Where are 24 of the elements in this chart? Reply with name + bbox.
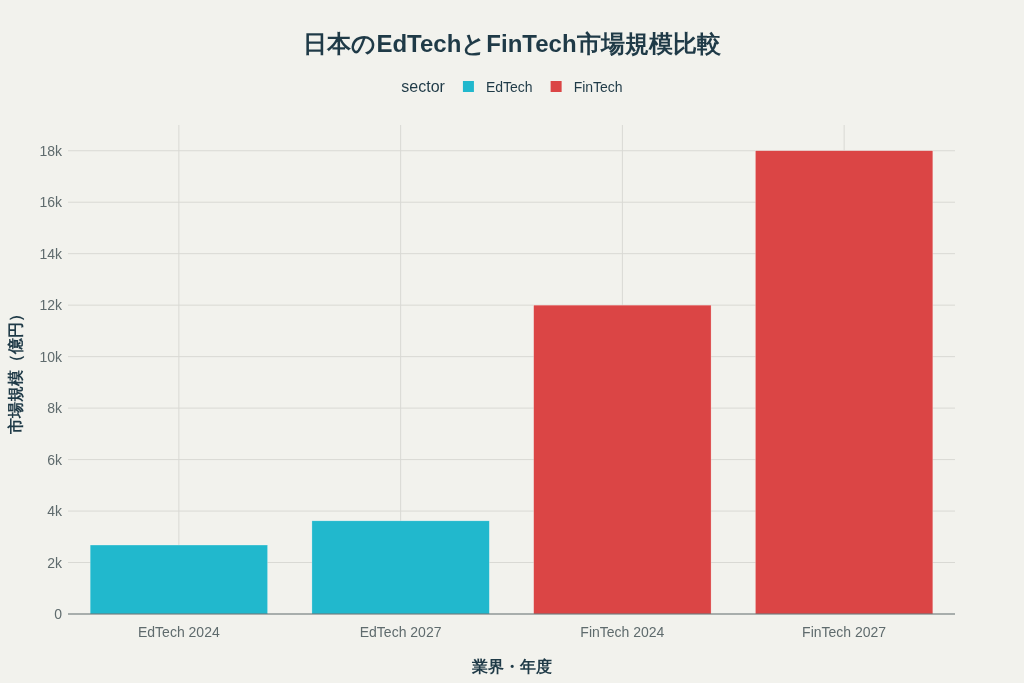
y-tick-label: 0 — [54, 606, 63, 622]
legend-label: FinTech — [573, 79, 623, 95]
y-tick-label: 10k — [39, 348, 63, 365]
chart-title: 日本のEdTechとFinTech市場規模比較 — [303, 30, 722, 57]
bar — [755, 150, 934, 615]
y-tick-label: 2k — [47, 554, 63, 571]
bar — [311, 520, 490, 615]
x-tick-label: EdTech 2024 — [138, 624, 220, 640]
y-tick-label: 16k — [39, 194, 63, 211]
bar — [533, 304, 712, 615]
legend-title: sector — [401, 78, 446, 95]
legend-label: EdTech — [485, 79, 533, 95]
bar — [89, 544, 268, 615]
y-tick-label: 8k — [47, 400, 63, 417]
y-tick-label: 14k — [39, 245, 63, 262]
y-tick-label: 4k — [47, 503, 63, 520]
x-tick-label: EdTech 2027 — [359, 624, 442, 640]
x-tick-label: FinTech 2024 — [580, 624, 665, 640]
x-axis-title: 業界・年度 — [470, 657, 552, 675]
y-axis-title: 市場規模（億円） — [7, 305, 25, 435]
y-tick-label: 6k — [47, 451, 63, 468]
y-tick-label: 12k — [39, 297, 63, 314]
y-tick-label: 18k — [39, 142, 63, 159]
x-tick-label: FinTech 2027 — [802, 624, 887, 640]
